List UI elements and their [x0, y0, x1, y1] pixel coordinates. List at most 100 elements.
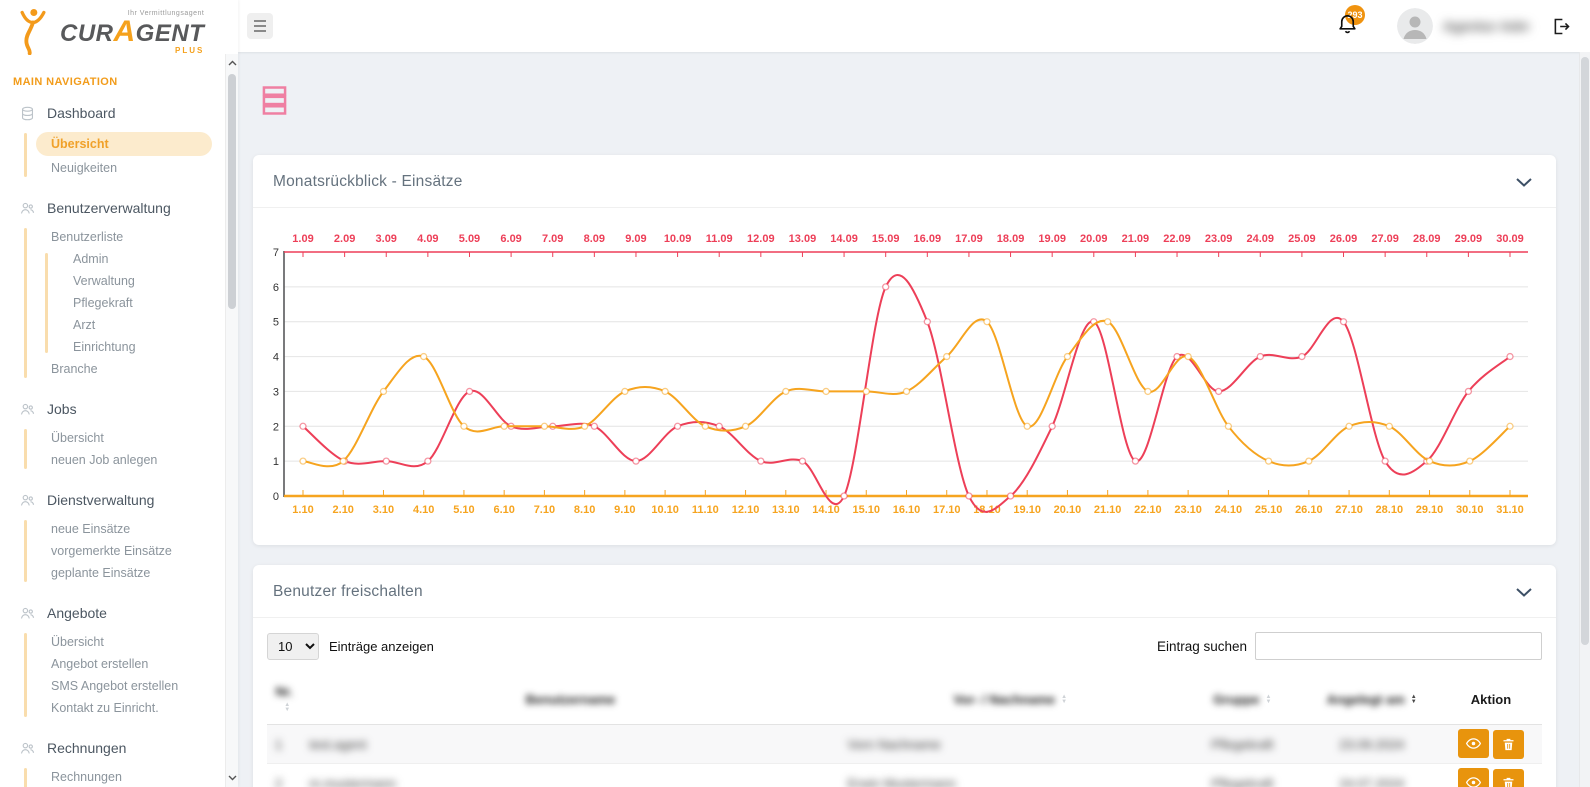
user-table: Nr. ▲ ▼ Benutzername Vor- / Nachname ▲ ▼ Gruppe…: [267, 674, 1542, 787]
sidebar-subitem-sms-angebot-erstellen[interactable]: SMS Angebot erstellen: [51, 679, 179, 693]
sidebar-subitem-kontakt-zu-einricht[interactable]: Kontakt zu Einricht.: [51, 701, 159, 715]
sidebar-subitem-neuigkeiten[interactable]: Neuigkeiten: [51, 161, 118, 175]
svg-text:31.10: 31.10: [1496, 504, 1524, 516]
logout-button[interactable]: [1551, 16, 1572, 37]
users-icon: [19, 740, 36, 757]
avatar[interactable]: [1397, 8, 1433, 44]
svg-text:23.10: 23.10: [1174, 504, 1202, 516]
view-button[interactable]: [1457, 768, 1489, 787]
svg-text:19.10: 19.10: [1013, 504, 1041, 516]
nav-group-dashboard: Dashboard Übersicht Neuigkeiten: [0, 98, 238, 182]
sidebar-subitem-admin[interactable]: Admin: [73, 252, 109, 266]
cell-aktion: [1439, 724, 1542, 764]
sidebar-scrollbar[interactable]: [225, 54, 238, 787]
svg-text:26.09: 26.09: [1330, 233, 1358, 245]
column-header-label: Nr.: [275, 684, 293, 699]
scroll-up-icon[interactable]: [228, 60, 237, 68]
svg-text:12.09: 12.09: [747, 233, 775, 245]
svg-text:24.09: 24.09: [1247, 233, 1275, 245]
column-header-gruppe[interactable]: Gruppe ▲ ▼: [1181, 674, 1304, 725]
app-logo[interactable]: Ihr Vermittlungsagent CURAGENT PLUS: [0, 0, 238, 62]
page-scrollbar-thumb[interactable]: [1581, 57, 1589, 645]
sidebar-subitem-angebot-erstellen[interactable]: Angebot erstellen: [51, 657, 149, 671]
svg-text:22.09: 22.09: [1163, 233, 1191, 245]
sidebar-subitem-einrichtung[interactable]: Einrichtung: [73, 340, 136, 354]
table-collapse-button[interactable]: [1514, 586, 1534, 599]
column-header-vor-nachname[interactable]: Vor- / Nachname ▲ ▼: [839, 674, 1182, 725]
page-size-select[interactable]: 10: [267, 632, 319, 660]
sidebar-subitem-neuen-job-anlegen[interactable]: neuen Job anlegen: [51, 453, 158, 467]
sidebar-subitem-übersicht[interactable]: Übersicht: [36, 132, 212, 156]
notifications-button[interactable]: 293: [1336, 5, 1365, 40]
sidebar-item-dashboard[interactable]: Dashboard: [0, 98, 238, 128]
sort-icon[interactable]: ▲ ▼: [1410, 694, 1417, 706]
column-header-nr[interactable]: Nr. ▲ ▼: [267, 674, 302, 725]
sidebar-subitem-übersicht[interactable]: Übersicht: [51, 431, 104, 445]
svg-text:6.09: 6.09: [500, 233, 521, 245]
svg-text:15.10: 15.10: [853, 504, 881, 516]
bell-icon: [1339, 15, 1356, 34]
database-icon: [19, 105, 36, 122]
sort-icon[interactable]: ▲ ▼: [284, 701, 291, 713]
logout-icon: [1554, 18, 1570, 34]
sort-icon[interactable]: ▲ ▼: [1061, 694, 1068, 706]
brand-text: Ihr Vermittlungsagent CURAGENT PLUS: [60, 9, 205, 55]
sidebar-item-dienstverwaltung[interactable]: Dienstverwaltung: [0, 485, 238, 515]
page-content: Monatsrückblick - Einsätze 0 1 2 3 4 5 6 7 1.09 2…: [238, 52, 1590, 787]
svg-text:1.10: 1.10: [292, 504, 313, 516]
sidebar-subitem-rechnungen[interactable]: Rechnungen: [51, 770, 122, 784]
column-header-label: Benutzername: [525, 691, 616, 707]
cell-text: 24.07.2024: [1339, 775, 1405, 787]
svg-text:25.10: 25.10: [1255, 504, 1283, 516]
sidebar-subitem-benutzerliste[interactable]: Benutzerliste: [51, 230, 124, 244]
sidebar-subitem-arzt[interactable]: Arzt: [73, 318, 96, 332]
chart-collapse-button[interactable]: [1514, 176, 1534, 189]
svg-text:13.09: 13.09: [789, 233, 817, 245]
svg-text:22.10: 22.10: [1134, 504, 1162, 516]
svg-text:19.09: 19.09: [1038, 233, 1066, 245]
sidebar-item-label: Dienstverwaltung: [47, 492, 155, 508]
sidebar-subitem-übersicht[interactable]: Übersicht: [51, 635, 104, 649]
column-header-label: Aktion: [1470, 691, 1512, 707]
sidebar-scrollbar-thumb[interactable]: [228, 74, 236, 309]
svg-text:7: 7: [273, 247, 279, 259]
column-header-aktion: Aktion: [1439, 674, 1542, 725]
sidebar-subitem-geplante-einsätze[interactable]: geplante Einsätze: [51, 566, 151, 580]
sidebar-subitem-neue-einsätze[interactable]: neue Einsätze: [51, 522, 131, 536]
delete-button[interactable]: [1492, 769, 1524, 787]
scroll-down-icon[interactable]: [228, 775, 237, 783]
sidebar-subitem-vorgemerkte-einsätze[interactable]: vorgemerkte Einsätze: [51, 544, 172, 558]
svg-text:3.10: 3.10: [373, 504, 394, 516]
sidebar-subitem-branche[interactable]: Branche: [51, 362, 98, 376]
notification-badge: 293: [1345, 5, 1365, 25]
chevron-down-icon: [1516, 177, 1532, 187]
sidebar-item-rechnungen[interactable]: Rechnungen: [0, 733, 238, 763]
sidebar-subitem-verwaltung[interactable]: Verwaltung: [73, 274, 135, 288]
rows-icon: [262, 85, 288, 121]
menu-toggle-button[interactable]: [247, 13, 273, 39]
view-button[interactable]: [1457, 729, 1489, 758]
svg-text:6: 6: [273, 282, 279, 294]
sidebar-item-jobs[interactable]: Jobs: [0, 394, 238, 424]
table-row: 1 test.agent Vorn Nachname Pflegekraft 23.09…: [267, 724, 1542, 764]
column-header-label: Angelegt am: [1326, 691, 1405, 707]
sidebar-item-angebote[interactable]: Angebote: [0, 598, 238, 628]
sidebar: Ihr Vermittlungsagent CURAGENT PLUS MAIN…: [0, 0, 238, 787]
delete-button[interactable]: [1492, 730, 1524, 759]
column-header-angelegt-am[interactable]: Angelegt am ▲ ▼: [1303, 674, 1440, 725]
topbar: 293 Agentur Admin: [238, 0, 1590, 52]
search-input[interactable]: [1255, 632, 1542, 660]
svg-text:14.10: 14.10: [812, 504, 840, 516]
svg-text:25.09: 25.09: [1288, 233, 1316, 245]
sidebar-item-benutzerverwaltung[interactable]: Benutzerverwaltung: [0, 193, 238, 223]
cell-text: 1: [275, 736, 283, 752]
sort-icon[interactable]: ▲ ▼: [1265, 694, 1272, 706]
users-icon: [19, 492, 36, 509]
chevron-down-icon: [1516, 587, 1532, 597]
sidebar-subitem-pflegekraft[interactable]: Pflegekraft: [73, 296, 133, 310]
svg-text:3.09: 3.09: [376, 233, 397, 245]
page-scrollbar[interactable]: [1579, 52, 1590, 787]
cell-text: Pflegekraft: [1211, 775, 1274, 787]
svg-text:20.10: 20.10: [1054, 504, 1082, 516]
